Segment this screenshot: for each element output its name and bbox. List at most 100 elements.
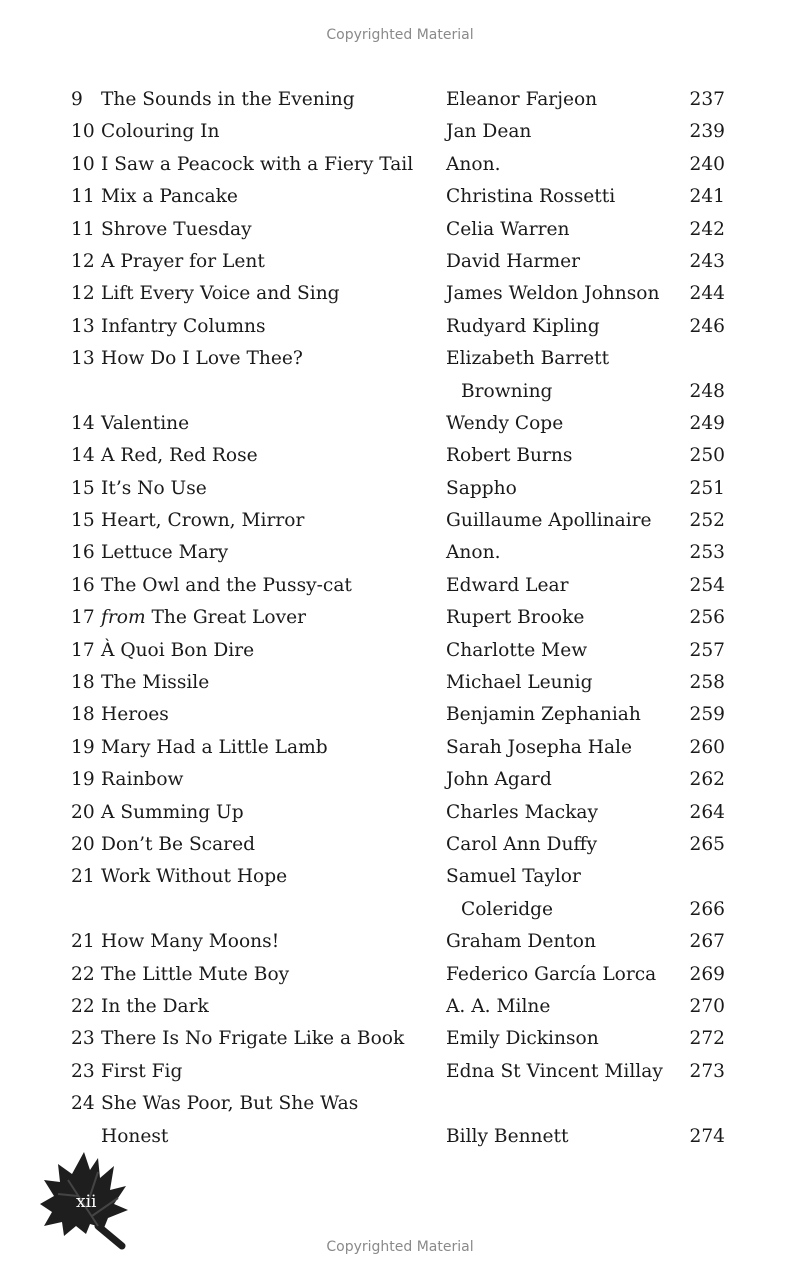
poem-date: 17: [71, 607, 95, 629]
poem-author: Edna St Vincent Millay: [446, 1060, 663, 1082]
toc-line: 18 Heroes Benjamin Zephaniah 259: [0, 699, 800, 731]
toc-entry: 20 Don’t Be Scared Carol Ann Duffy 265: [0, 829, 800, 861]
toc-line: 10 Colouring In Jan Dean 239: [0, 116, 800, 148]
toc-line: 10 I Saw a Peacock with a Fiery Tail Anon.…: [0, 149, 800, 181]
toc-line: Coleridge 266: [0, 894, 800, 926]
toc-entry: 24 She Was Poor, But She Was Honest Billy B…: [0, 1088, 800, 1153]
toc-entry: 16 The Owl and the Pussy-cat Edward Lear 25…: [0, 570, 800, 602]
page-ref: 254: [689, 574, 726, 596]
poem-title: How Many Moons!: [101, 926, 279, 958]
toc-line: 11 Shrove Tuesday Celia Warren 242: [0, 214, 800, 246]
toc-entry: 20 A Summing Up Charles Mackay 264: [0, 797, 800, 829]
poem-author: Charlotte Mew: [446, 639, 588, 661]
page-ref: 264: [689, 801, 726, 823]
page-ref: 274: [689, 1125, 726, 1147]
toc-line: 23 First Fig Edna St Vincent Millay 273: [0, 1056, 800, 1088]
poem-author: Federico García Lorca: [446, 963, 657, 985]
poem-title: The Sounds in the Evening: [101, 84, 355, 116]
toc-entry: 9 The Sounds in the Evening Eleanor Farjeo…: [0, 84, 800, 116]
toc-line: 17 from The Great Lover Rupert Brooke 256: [0, 602, 800, 634]
toc-entry: 15 Heart, Crown, Mirror Guillaume Apollina…: [0, 505, 800, 537]
page-ref: 240: [689, 153, 726, 175]
poem-author: Sarah Josepha Hale: [446, 736, 633, 758]
poem-title: The Little Mute Boy: [101, 959, 289, 991]
poem-date: 10: [71, 153, 95, 175]
page-ref: 265: [689, 833, 726, 855]
toc-line: 11 Mix a Pancake Christina Rossetti 241: [0, 181, 800, 213]
toc-line: Browning 248: [0, 376, 800, 408]
page-ref: 248: [689, 380, 726, 402]
poem-title: Valentine: [101, 408, 189, 440]
poem-title-text: À Quoi Bon Dire: [101, 639, 255, 661]
toc-line: 9 The Sounds in the Evening Eleanor Farjeo…: [0, 84, 800, 116]
toc-line: 22 The Little Mute Boy Federico García Lor…: [0, 959, 800, 991]
poem-date: 11: [71, 186, 95, 208]
toc-entry: 17 from The Great Lover Rupert Brooke 256: [0, 602, 800, 634]
poem-date: 20: [71, 801, 95, 823]
poem-author: James Weldon Johnson: [446, 283, 660, 305]
poem-date: 9: [71, 89, 83, 110]
poem-title-text: Don’t Be Scared: [101, 833, 255, 855]
poem-date: 16: [71, 542, 95, 564]
toc-entry: 11 Shrove Tuesday Celia Warren 242: [0, 214, 800, 246]
poem-title-text: Shrove Tuesday: [101, 218, 252, 240]
toc-entry: 19 Mary Had a Little Lamb Sarah Josepha Ha…: [0, 732, 800, 764]
page-ref: 256: [689, 607, 726, 629]
poem-title: Work Without Hope: [101, 861, 287, 893]
poem-date: 16: [71, 574, 95, 596]
toc-entry: 11 Mix a Pancake Christina Rossetti 241: [0, 181, 800, 213]
poem-title-text: First Fig: [101, 1060, 183, 1082]
poem-title-text: It’s No Use: [101, 477, 207, 499]
toc-line: 18 The Missile Michael Leunig 258: [0, 667, 800, 699]
poem-title-text: A Red, Red Rose: [101, 445, 258, 467]
toc-entry: 23 There Is No Frigate Like a Book Emily D…: [0, 1023, 800, 1055]
poem-author: Browning: [461, 380, 553, 402]
poem-title: Heart, Crown, Mirror: [101, 505, 304, 537]
poem-title-text: Infantry Columns: [101, 315, 266, 337]
leaf-icon: [40, 1152, 128, 1250]
poem-author: Celia Warren: [446, 218, 570, 240]
poem-title-text: The Great Lover: [151, 607, 306, 629]
poem-author: Jan Dean: [446, 121, 532, 143]
page-ref: 250: [689, 445, 726, 467]
page-ref: 243: [689, 250, 726, 272]
toc-entry: 10 I Saw a Peacock with a Fiery Tail Anon.…: [0, 149, 800, 181]
toc-entry: 14 A Red, Red Rose Robert Burns 250: [0, 440, 800, 472]
toc-line: Honest Billy Bennett 274: [0, 1121, 800, 1153]
poem-title: Mary Had a Little Lamb: [101, 732, 328, 764]
page-ref: 272: [689, 1028, 726, 1050]
poem-title: Heroes: [101, 699, 169, 731]
poem-date: 12: [71, 250, 95, 272]
poem-title-text: Rainbow: [101, 769, 184, 791]
poem-title: I Saw a Peacock with a Fiery Tail: [101, 149, 413, 181]
toc-entry: 16 Lettuce Mary Anon. 253: [0, 537, 800, 569]
toc-entry: 13 Infantry Columns Rudyard Kipling 246: [0, 311, 800, 343]
poem-title: A Prayer for Lent: [101, 246, 265, 278]
poem-author: John Agard: [446, 769, 552, 791]
poem-title-text: Mary Had a Little Lamb: [101, 736, 328, 758]
poem-title: In the Dark: [101, 991, 209, 1023]
poem-author: Guillaume Apollinaire: [446, 510, 652, 532]
poem-date: 24: [71, 1093, 95, 1115]
poem-author: Graham Denton: [446, 931, 596, 953]
poem-date: 11: [71, 218, 95, 240]
poem-title-text: A Prayer for Lent: [101, 250, 265, 272]
poem-author: Edward Lear: [446, 574, 569, 596]
poem-author: Anon.: [446, 153, 501, 175]
page-ref: 251: [689, 477, 726, 499]
poem-title-text: The Owl and the Pussy-cat: [101, 574, 352, 596]
toc-line: 19 Rainbow John Agard 262: [0, 764, 800, 796]
poem-title: Colouring In: [101, 116, 219, 148]
toc-line: 21 How Many Moons! Graham Denton 267: [0, 926, 800, 958]
poem-author: Wendy Cope: [446, 412, 564, 434]
toc-line: 21 Work Without Hope Samuel Taylor: [0, 861, 800, 893]
toc-entry: 17 À Quoi Bon Dire Charlotte Mew 257: [0, 635, 800, 667]
page-ref: 260: [689, 736, 726, 758]
poem-author: Benjamin Zephaniah: [446, 704, 641, 726]
title-prefix: from: [101, 607, 146, 629]
poem-date: 21: [71, 866, 95, 888]
copyright-watermark-bottom: Copyrighted Material: [326, 1239, 474, 1255]
poem-title: A Summing Up: [101, 797, 244, 829]
page-ref: 270: [689, 995, 726, 1017]
toc-entry: 19 Rainbow John Agard 262: [0, 764, 800, 796]
